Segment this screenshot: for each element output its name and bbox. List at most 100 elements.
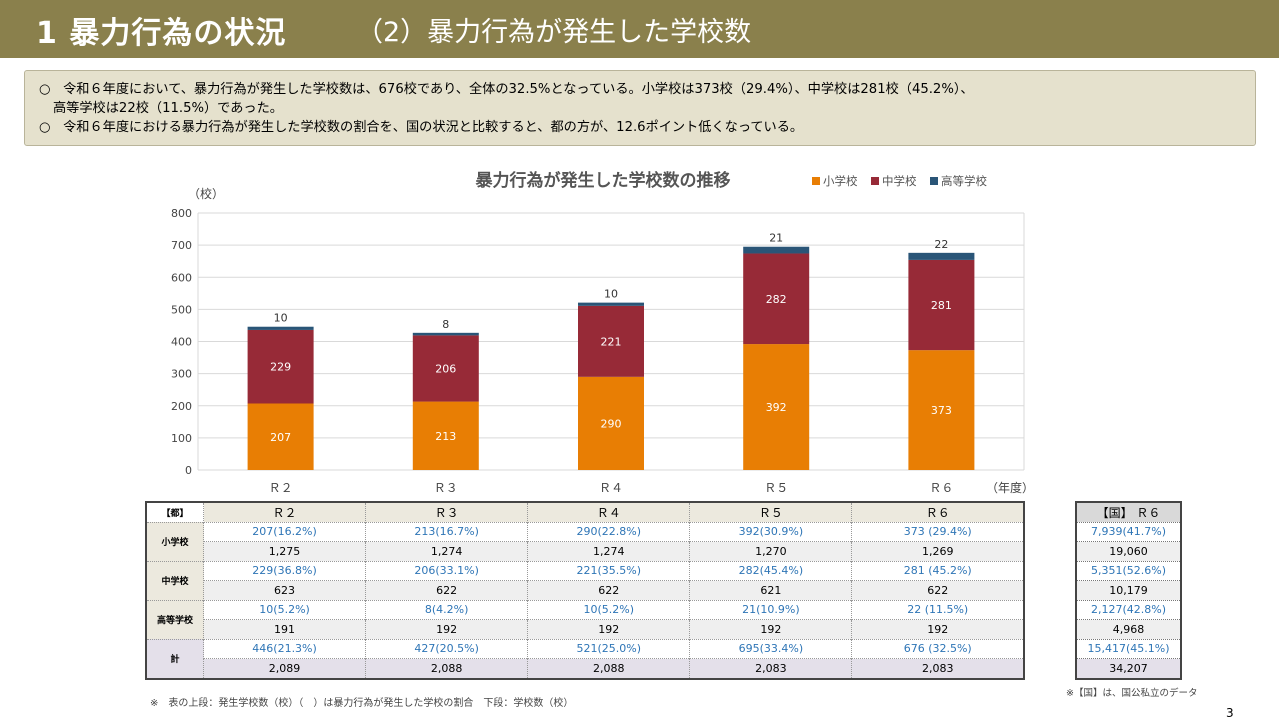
- bar-data-label: 229: [270, 361, 291, 374]
- summary-line-1-cont: 高等学校は22校（11.5%）であった。: [53, 101, 283, 116]
- school-count-cell: 192: [527, 619, 691, 639]
- school-count-cell: 4,968: [1076, 619, 1181, 639]
- school-count-cell: 2,083: [689, 658, 853, 679]
- legend-swatch-icon: [930, 177, 938, 185]
- school-count-cell: 623: [202, 580, 367, 600]
- column-header: Ｒ６: [851, 502, 1025, 522]
- x-tick-label: Ｒ４: [599, 481, 623, 495]
- bar-data-label: 221: [601, 335, 622, 348]
- bar-data-label: 8: [442, 318, 449, 331]
- column-header: Ｒ５: [689, 502, 853, 522]
- y-axis-label: （校）: [188, 186, 224, 201]
- school-count-cell: 34,207: [1076, 658, 1181, 679]
- school-count-cell: 192: [365, 619, 529, 639]
- bar-segment-elementary: [578, 376, 644, 470]
- school-count-cell: 2,088: [527, 658, 691, 679]
- school-count-cell: 192: [851, 619, 1025, 639]
- table-row: 191 192 192 192 192: [146, 619, 1025, 639]
- bar-segment-high-school: [578, 302, 644, 306]
- y-tick-label: 500: [171, 303, 192, 316]
- incident-count-cell: 15,417(45.1%): [1076, 638, 1181, 659]
- national-note: ※【国】は、国公私立のデータ: [1066, 688, 1198, 699]
- incident-count-cell: 221(35.5%): [527, 560, 691, 581]
- bar-data-label: 373: [931, 404, 952, 417]
- bullet-icon: ○: [39, 120, 51, 135]
- x-tick-label: Ｒ６: [929, 481, 953, 495]
- table-row: 2,089 2,088 2,088 2,083 2,083: [146, 658, 1025, 679]
- incident-count-cell: 392(30.9%): [689, 521, 853, 542]
- incident-count-cell: 207(16.2%): [202, 521, 367, 542]
- x-tick-label: Ｒ５: [764, 481, 788, 495]
- table-row: 623 622 622 621 622: [146, 580, 1025, 600]
- bar-segment-elementary: [412, 401, 479, 470]
- incident-count-cell: 206(33.1%): [365, 560, 529, 581]
- school-count-cell: 1,275: [202, 541, 367, 561]
- x-tick-label: Ｒ３: [434, 481, 458, 495]
- school-count-cell: 1,269: [851, 541, 1025, 561]
- column-header: Ｒ４: [527, 502, 691, 522]
- row-label: 計: [145, 638, 204, 679]
- legend-swatch-icon: [812, 177, 820, 185]
- bar-segment-junior-high: [578, 305, 644, 377]
- table-row: 1,275 1,274 1,274 1,270 1,269: [146, 541, 1025, 561]
- page-header: 1 暴力行為の状況 （2）暴力行為が発生した学校数: [0, 0, 1279, 58]
- incident-count-cell: 427(20.5%): [365, 638, 529, 659]
- summary-line-1: ○ 令和６年度において、暴力行為が発生した学校数は、676校であり、全体の32.…: [39, 82, 974, 97]
- row-label: 高等学校: [145, 599, 204, 639]
- bar-segment-junior-high: [743, 253, 810, 345]
- legend-label: 高等学校: [941, 174, 987, 188]
- bar-data-label: 21: [769, 232, 783, 245]
- chart-title: 暴力行為が発生した学校数の推移: [475, 170, 731, 191]
- legend-swatch-icon: [871, 177, 879, 185]
- y-tick-label: 400: [171, 336, 192, 349]
- bar-data-label: 22: [934, 238, 948, 251]
- incident-count-cell: 373 (29.4%): [851, 521, 1025, 542]
- school-count-cell: 2,088: [365, 658, 529, 679]
- table-row: 小学校 207(16.2%) 213(16.7%) 290(22.8%) 392(30.…: [145, 521, 1025, 561]
- column-header: Ｒ３: [365, 502, 529, 522]
- incident-count-cell: 2,127(42.8%): [1076, 599, 1181, 620]
- table-row: 計 446(21.3%) 427(20.5%) 521(25.0%) 695(33.4%…: [145, 638, 1025, 679]
- bar-data-label: 281: [931, 299, 952, 312]
- stacked-bar-chart: 暴力行為が発生した学校数の推移 （校） （年度） 0 100 200 300 400 50…: [150, 160, 1050, 500]
- school-count-cell: 192: [689, 619, 853, 639]
- bar-segment-elementary: [908, 350, 975, 470]
- y-tick-label: 100: [171, 432, 192, 445]
- school-count-cell: 622: [527, 580, 691, 600]
- incident-count-cell: 8(4.2%): [365, 599, 529, 620]
- y-tick-label: 0: [185, 464, 192, 477]
- x-axis-label: （年度）: [986, 480, 1034, 495]
- bar-data-label: 10: [604, 288, 618, 301]
- bar-data-label: 10: [274, 312, 288, 325]
- page-number: 3: [1226, 706, 1234, 720]
- school-count-cell: 191: [202, 619, 367, 639]
- bar-segment-high-school: [247, 326, 314, 330]
- chart-svg: 暴力行為が発生した学校数の推移 （校） （年度） 0 100 200 300 400 50…: [171, 170, 1034, 495]
- incident-count-cell: 10(5.2%): [202, 599, 367, 620]
- school-count-cell: 622: [851, 580, 1025, 600]
- summary-box: ○ 令和６年度において、暴力行為が発生した学校数は、676校であり、全体の32.…: [24, 70, 1256, 146]
- y-tick-label: 600: [171, 271, 192, 284]
- incident-count-cell: 22 (11.5%): [851, 599, 1025, 620]
- incident-count-cell: 290(22.8%): [527, 521, 691, 542]
- incident-count-cell: 281 (45.2%): [851, 560, 1025, 581]
- bar-segment-junior-high: [412, 335, 479, 402]
- tokyo-data-table: 【都】 Ｒ２ Ｒ３ Ｒ４ Ｒ５ Ｒ６ 小学校 207(16.2%) 213(16.7%) 290(…: [145, 501, 1025, 680]
- incident-count-cell: 282(45.4%): [689, 560, 853, 581]
- incident-count-cell: 521(25.0%): [527, 638, 691, 659]
- school-count-cell: 621: [689, 580, 853, 600]
- bar-data-label: 290: [601, 417, 622, 430]
- school-count-cell: 2,089: [202, 658, 367, 679]
- incident-count-cell: 446(21.3%): [202, 638, 367, 659]
- school-count-cell: 1,274: [365, 541, 529, 561]
- incident-count-cell: 695(33.4%): [689, 638, 853, 659]
- school-count-cell: 19,060: [1076, 541, 1181, 561]
- y-tick-label: 800: [171, 207, 192, 220]
- bar-segment-junior-high: [247, 329, 314, 404]
- column-header: Ｒ２: [202, 502, 367, 522]
- national-header: 【国】 Ｒ６: [1076, 502, 1181, 522]
- legend-label: 中学校: [882, 174, 917, 188]
- incident-count-cell: 213(16.7%): [365, 521, 529, 542]
- bar-segment-elementary: [743, 344, 810, 470]
- incident-count-cell: 10(5.2%): [527, 599, 691, 620]
